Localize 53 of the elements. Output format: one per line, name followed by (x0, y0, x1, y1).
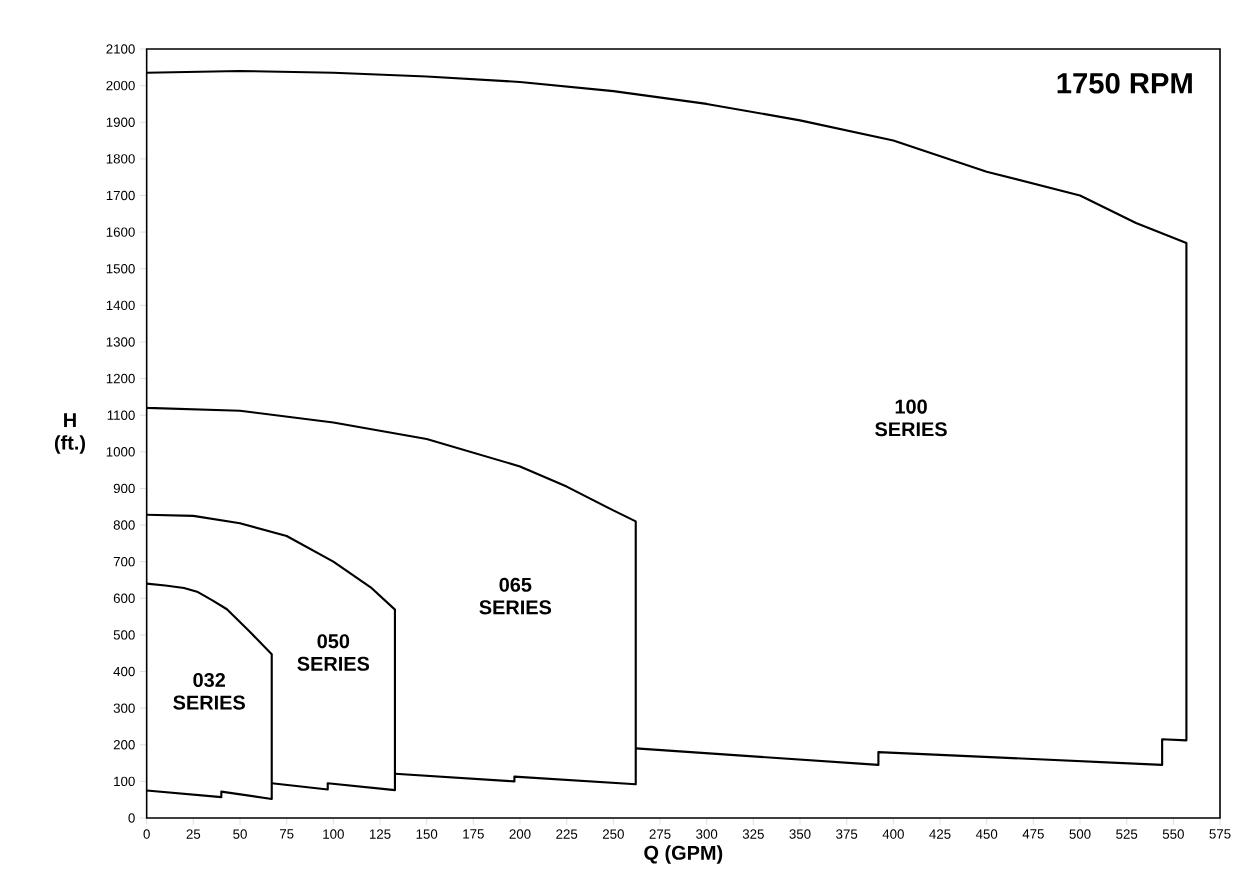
x-tick-label: 425 (929, 829, 951, 839)
text: 065 SERIES (479, 577, 552, 615)
y-tick-label: 1400 (106, 300, 135, 311)
y-tick-label: 2000 (106, 80, 135, 91)
y-tick-label: 1500 (106, 264, 135, 274)
y-tick-label: 1200 (106, 373, 135, 384)
x-tick-label: 100 (323, 829, 344, 839)
y-tick-label: 600 (113, 593, 135, 603)
x-tick-label: 500 (1069, 829, 1091, 839)
x-tick-label: 400 (882, 829, 904, 839)
y-tick-label: 1100 (107, 410, 135, 420)
x-tick-label: 525 (1116, 829, 1138, 839)
series-label: 032 SERIES (173, 672, 245, 710)
y-tick-label: 1300 (106, 337, 135, 347)
x-tick-label: 0 (143, 829, 150, 839)
x-tick-label: 475 (1022, 829, 1044, 839)
y-tick-label: 1900 (106, 117, 135, 127)
y-tick-label: 800 (113, 520, 135, 530)
y-tick-label: 1000 (106, 447, 135, 457)
x-tick-label: 225 (556, 829, 578, 839)
x-tick-label: 275 (649, 829, 671, 839)
y-tick-label: 300 (113, 703, 135, 713)
x-tick-label: 325 (742, 829, 764, 839)
x-tick-label: 75 (279, 829, 294, 839)
y-tick-label: 100 (114, 776, 135, 787)
y-tick-label: 1600 (106, 227, 135, 237)
y-tick-label: 700 (113, 556, 135, 567)
x-tick-label: 450 (975, 829, 998, 839)
x-axis-title: Q (GPM) (644, 845, 723, 864)
y-tick-label: 2100 (106, 44, 135, 54)
x-tick-label: 150 (416, 829, 438, 839)
x-tick-label: 125 (369, 829, 391, 839)
y-tick-label: 200 (113, 740, 135, 750)
y-tick-label: 500 (113, 630, 135, 640)
y-tick-label: 400 (113, 666, 135, 677)
x-tick-label: 575 (1209, 829, 1231, 839)
x-tick-label: 300 (696, 829, 718, 839)
x-tick-label: 350 (789, 829, 811, 839)
x-tick-label: 375 (836, 829, 858, 839)
y-axis-title: H (ft.) (54, 413, 86, 454)
y-tick-label: 0 (128, 813, 135, 823)
x-tick-label: 200 (509, 829, 531, 839)
text: 100 SERIES (875, 399, 947, 437)
y-tick-label: 1800 (106, 154, 135, 164)
x-tick-label: 250 (602, 829, 624, 839)
series-label: 050 SERIES (297, 634, 370, 671)
x-tick-label: 175 (463, 829, 484, 839)
x-tick-label: 550 (1162, 829, 1184, 839)
x-tick-label: 50 (233, 829, 247, 839)
y-tick-label: 900 (113, 483, 135, 494)
y-tick-label: 1700 (106, 190, 135, 201)
annotation: 1750 RPM (1057, 72, 1192, 94)
x-tick-label: 25 (186, 829, 201, 839)
